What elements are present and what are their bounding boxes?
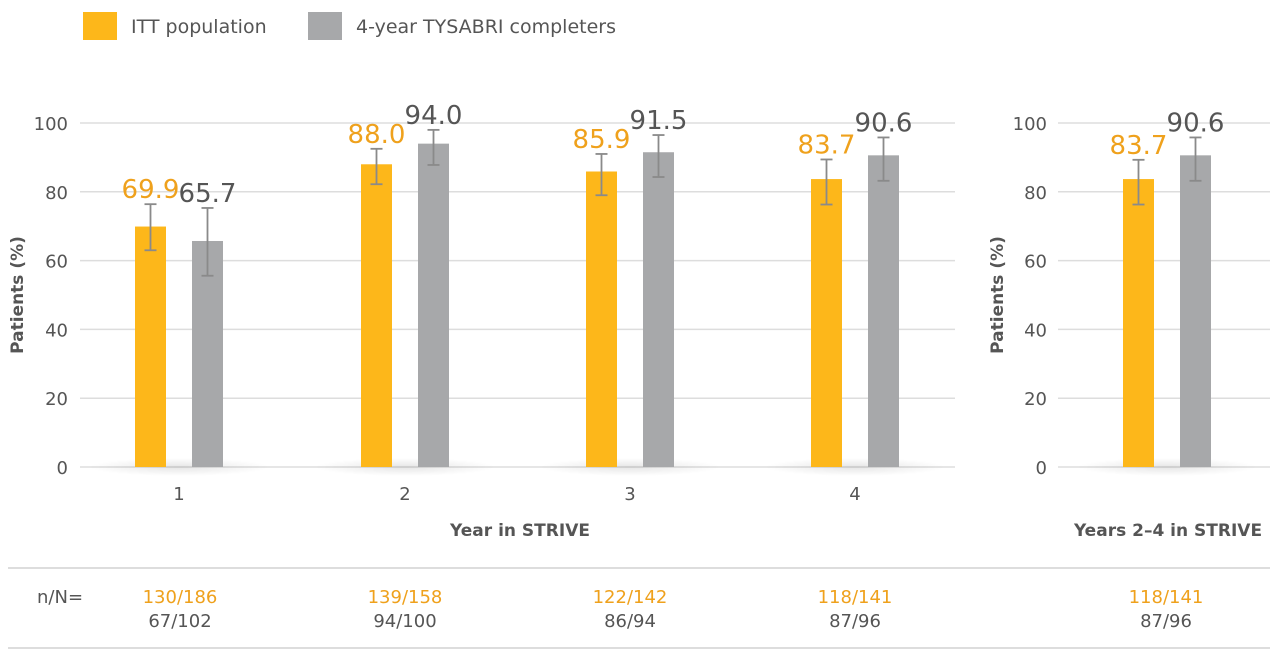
- nn-completers: 87/96: [829, 611, 881, 632]
- bar-completers: [192, 240, 223, 467]
- y-tick-label: 40: [45, 320, 68, 341]
- nn-itt: 118/141: [1129, 587, 1204, 608]
- data-label-itt: 83.7: [1110, 131, 1168, 161]
- y-axis-title-main: Patients (%): [8, 236, 28, 354]
- y-tick-label: 100: [34, 114, 68, 135]
- bar-itt: [1123, 179, 1154, 467]
- legend-swatch-completers: [308, 12, 342, 40]
- data-label-completers: 91.5: [630, 106, 688, 136]
- bar-floor-shadow: [315, 458, 495, 476]
- y-tick-label: 20: [1024, 389, 1047, 410]
- x-axis-title-summary: Years 2–4 in STRIVE: [1073, 521, 1262, 541]
- y-tick-label: 60: [45, 252, 68, 273]
- y-tick-label: 60: [1024, 252, 1047, 273]
- x-tick-label: 4: [849, 484, 860, 505]
- bar-floor-shadow: [540, 458, 720, 476]
- nn-itt: 122/142: [593, 587, 668, 608]
- data-label-itt: 88.0: [348, 120, 406, 150]
- nn-completers: 94/100: [373, 611, 436, 632]
- nn-completers: 86/94: [604, 611, 656, 632]
- bar-floor-shadow: [89, 458, 269, 476]
- bar-itt: [361, 164, 392, 467]
- y-tick-label: 0: [57, 458, 68, 479]
- bar-completers: [868, 155, 899, 467]
- y-tick-label: 100: [1013, 114, 1047, 135]
- legend-label-completers: 4-year TYSABRI completers: [356, 16, 616, 38]
- data-label-itt: 69.9: [122, 175, 180, 205]
- data-label-itt: 83.7: [798, 130, 856, 160]
- x-tick-label: 2: [399, 484, 410, 505]
- bar-itt: [811, 179, 842, 467]
- y-tick-label: 20: [45, 389, 68, 410]
- y-tick-label: 80: [1024, 183, 1047, 204]
- y-axis-title-summary: Patients (%): [988, 236, 1008, 354]
- data-label-completers: 90.6: [855, 108, 913, 138]
- bar-floor-shadow: [1077, 458, 1257, 476]
- bar-completers: [643, 152, 674, 468]
- legend-label-itt: ITT population: [131, 16, 267, 38]
- y-tick-label: 80: [45, 183, 68, 204]
- nn-completers: 87/96: [1140, 611, 1192, 632]
- nn-completers: 67/102: [148, 611, 211, 632]
- bar-completers: [1180, 155, 1211, 467]
- x-tick-label: 1: [173, 484, 184, 505]
- legend: ITT population 4-year TYSABRI completers: [83, 12, 616, 40]
- bar-itt: [135, 226, 166, 467]
- bar-itt: [586, 171, 617, 467]
- x-tick-label: 3: [624, 484, 635, 505]
- data-label-itt: 85.9: [573, 125, 631, 155]
- nn-itt: 139/158: [368, 587, 443, 608]
- bar-completers: [418, 143, 449, 467]
- nn-itt: 130/186: [143, 587, 218, 608]
- nn-row-label: n/N=: [37, 587, 83, 608]
- nn-itt: 118/141: [818, 587, 893, 608]
- y-tick-label: 0: [1036, 458, 1047, 479]
- x-axis-title-main: Year in STRIVE: [449, 521, 590, 541]
- data-label-completers: 90.6: [1167, 108, 1225, 138]
- data-label-completers: 94.0: [405, 101, 463, 131]
- legend-swatch-itt: [83, 12, 117, 40]
- data-label-completers: 65.7: [179, 179, 237, 209]
- bar-floor-shadow: [765, 458, 945, 476]
- y-tick-label: 40: [1024, 320, 1047, 341]
